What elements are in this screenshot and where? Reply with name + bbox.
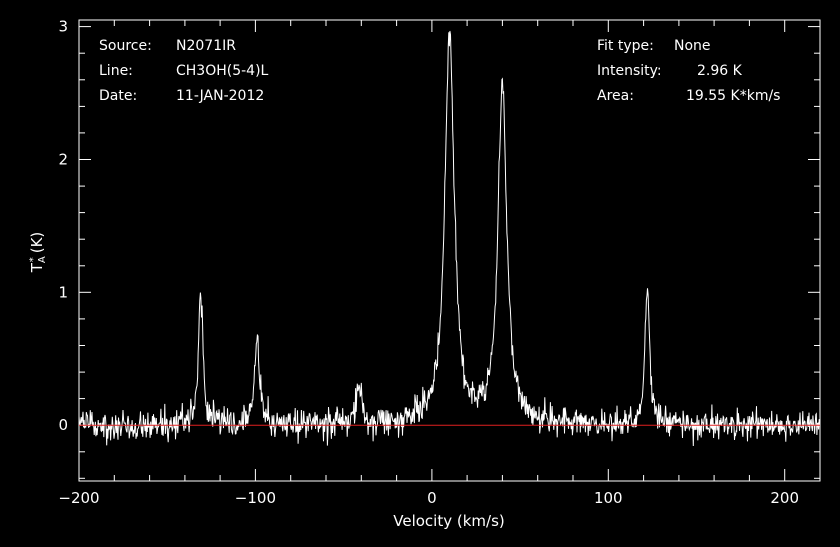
source-label: Source: <box>99 38 152 54</box>
x-tick-label: −200 <box>58 489 99 507</box>
y-tick-label: 0 <box>58 416 68 434</box>
x-axis-label: Velocity (km/s) <box>393 512 504 530</box>
x-tick-label: −100 <box>235 489 276 507</box>
intensity-label: Intensity: <box>597 63 662 79</box>
info-right: Fit type: None Intensity: 2.96 K Area: 1… <box>597 38 780 104</box>
area-value: 19.55 K*km/s <box>686 88 780 104</box>
y-axis-label: TA*(K) <box>28 232 48 274</box>
plot-frame <box>78 19 821 482</box>
x-tick-label: 100 <box>594 489 623 507</box>
y-tick-labels: 0 1 2 3 <box>58 18 68 435</box>
x-tick-label: 200 <box>770 489 799 507</box>
area-label: Area: <box>597 88 634 104</box>
line-label: Line: <box>99 63 133 79</box>
info-left: Source: N2071IR Line: CH3OH(5-4)L Date: … <box>99 38 269 104</box>
y-tick-label: 1 <box>58 283 68 301</box>
y-tick-label: 2 <box>58 151 68 169</box>
spectrum-line <box>78 30 821 447</box>
date-value: 11-JAN-2012 <box>176 88 264 104</box>
date-label: Date: <box>99 88 137 104</box>
x-tick-label: 0 <box>427 489 437 507</box>
x-tick-labels: −200 −100 0 100 200 <box>58 489 799 507</box>
intensity-value: 2.96 K <box>697 63 743 79</box>
fit-type-value: None <box>674 38 711 54</box>
fit-type-label: Fit type: <box>597 38 654 54</box>
y-tick-label: 3 <box>58 18 68 36</box>
line-value: CH3OH(5-4)L <box>176 63 269 79</box>
source-value: N2071IR <box>176 38 236 54</box>
